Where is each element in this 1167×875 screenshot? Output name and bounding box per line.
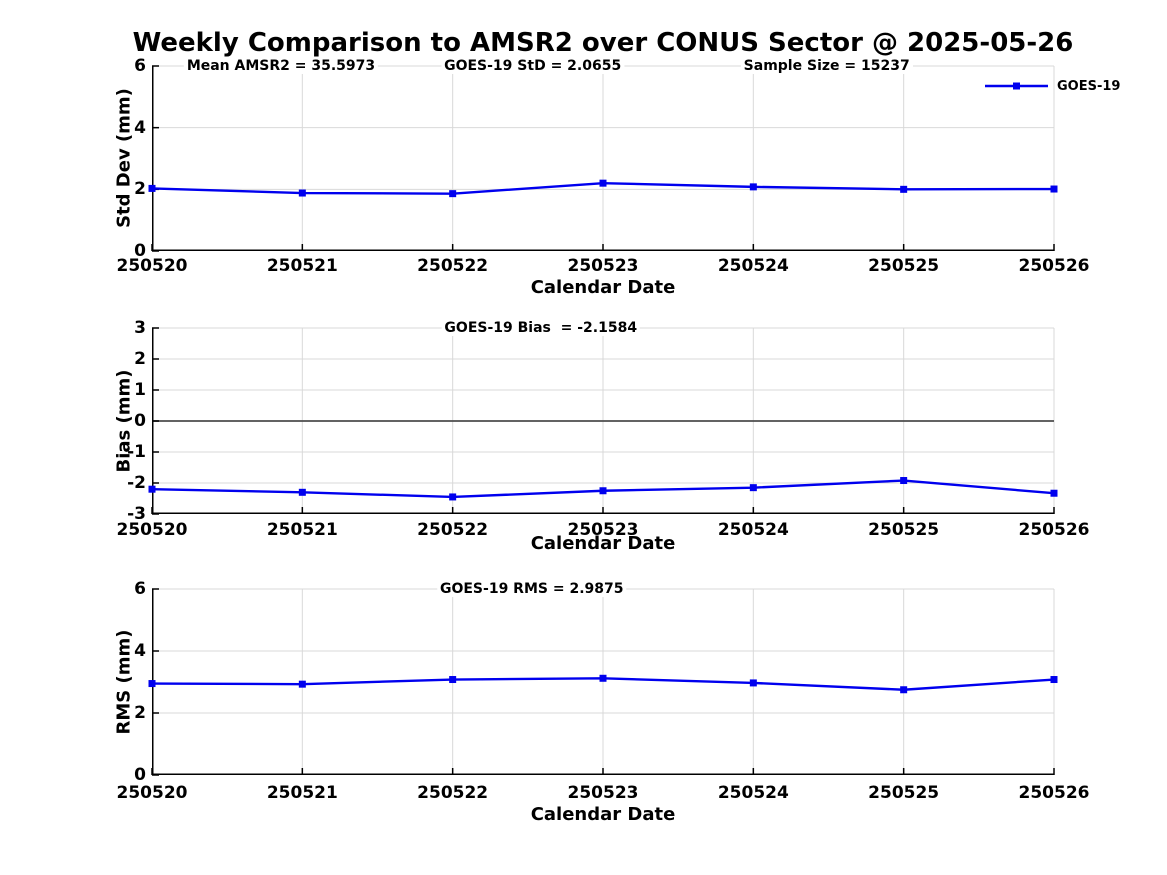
data-point-marker — [298, 189, 306, 197]
data-point-marker — [749, 183, 757, 191]
data-point-marker — [298, 680, 306, 688]
x-axis-label: Calendar Date — [530, 277, 676, 298]
legend: GOES-19 — [985, 78, 1120, 94]
y-tick-label: 2 — [134, 703, 146, 723]
x-tick-label: 250525 — [868, 256, 940, 276]
y-tick-label: 4 — [134, 117, 146, 138]
y-tick-label: -1 — [127, 442, 146, 462]
data-point-marker — [148, 680, 156, 688]
x-tick-label: 250524 — [717, 256, 789, 276]
stat-annotation: Sample Size = 15237 — [740, 58, 913, 74]
stat-annotation: GOES-19 StD = 2.0655 — [441, 58, 625, 74]
x-tick-label: 250525 — [868, 520, 940, 540]
y-axis-label: Std Dev (mm) — [113, 88, 135, 228]
data-point-marker — [449, 190, 457, 198]
stat-annotation: Mean AMSR2 = 35.5973 — [183, 58, 379, 74]
data-point-marker — [749, 679, 757, 687]
data-point-marker — [749, 484, 757, 492]
plot-area-std-dev — [148, 65, 1058, 252]
x-tick-label: 250521 — [266, 256, 338, 276]
x-tick-label: 250523 — [567, 520, 639, 540]
x-tick-label: 250525 — [868, 783, 940, 803]
data-point-marker — [1050, 489, 1058, 497]
data-point-marker — [900, 477, 908, 485]
y-tick-label: 1 — [134, 380, 146, 400]
data-point-marker — [900, 686, 908, 694]
y-tick-label: 6 — [134, 56, 146, 76]
legend-marker — [1013, 82, 1020, 90]
y-tick-label: 0 — [134, 765, 146, 785]
figure-title: Weekly Comparison to AMSR2 over CONUS Se… — [132, 28, 1074, 58]
data-point-marker — [298, 488, 306, 496]
x-tick-label: 250522 — [417, 783, 489, 803]
x-tick-label: 250524 — [717, 783, 789, 803]
x-tick-label: 250523 — [567, 783, 639, 803]
x-axis-label: Calendar Date — [530, 804, 676, 825]
x-tick-label: 250524 — [717, 520, 789, 540]
x-tick-label: 250522 — [417, 520, 489, 540]
x-tick-label: 250520 — [116, 520, 188, 540]
data-point-marker — [449, 676, 457, 684]
y-tick-label: 4 — [134, 641, 146, 661]
x-tick-label: 250523 — [567, 256, 639, 276]
x-tick-label: 250521 — [266, 520, 338, 540]
data-point-marker — [599, 179, 607, 187]
data-point-marker — [449, 493, 457, 501]
x-axis-label: Calendar Date — [530, 533, 676, 554]
data-point-marker — [599, 487, 607, 495]
plot-area-bias — [148, 327, 1058, 515]
x-tick-label: 250520 — [116, 783, 188, 803]
stat-annotation: GOES-19 RMS = 2.9875 — [436, 581, 627, 597]
data-point-marker — [148, 184, 156, 192]
x-tick-label: 250522 — [417, 256, 489, 276]
y-tick-label: -2 — [127, 473, 146, 493]
y-tick-label: 2 — [134, 179, 146, 200]
data-point-marker — [1050, 676, 1058, 684]
x-tick-label: 250526 — [1018, 520, 1090, 540]
data-point-marker — [599, 674, 607, 682]
stat-annotation: GOES-19 Bias = -2.1584 — [441, 320, 641, 336]
y-tick-label: 0 — [134, 411, 146, 431]
data-point-marker — [148, 485, 156, 493]
y-tick-label: 6 — [134, 579, 146, 599]
legend-label: GOES-19 — [1057, 78, 1121, 94]
y-tick-label: 0 — [134, 241, 146, 261]
x-tick-label: 250521 — [266, 783, 338, 803]
x-tick-label: 250526 — [1018, 256, 1090, 276]
x-tick-label: 250526 — [1018, 783, 1090, 803]
y-tick-label: 2 — [134, 349, 146, 369]
data-point-marker — [1050, 185, 1058, 193]
data-point-marker — [900, 185, 908, 193]
x-tick-label: 250520 — [116, 256, 188, 276]
y-tick-label: -3 — [127, 504, 146, 524]
plot-area-rms — [148, 588, 1058, 776]
legend-line-sample — [985, 82, 1048, 90]
y-tick-label: 3 — [134, 318, 146, 338]
